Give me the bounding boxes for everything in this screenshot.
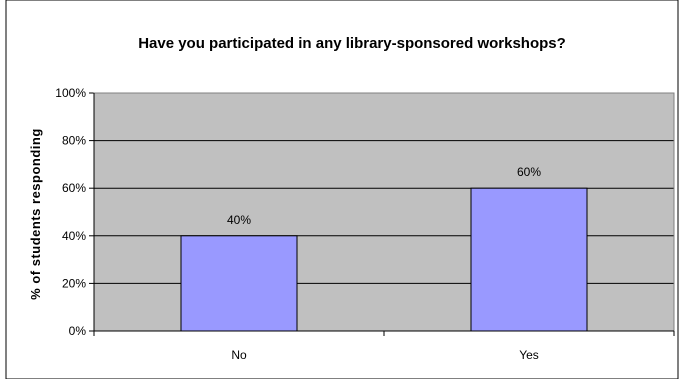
y-tick-label: 60%: [62, 181, 86, 195]
y-tick-label: 40%: [62, 229, 86, 243]
chart-title: Have you participated in any library-spo…: [138, 35, 566, 52]
x-tick-label: Yes: [519, 348, 539, 362]
y-tick-label: 0%: [69, 324, 87, 338]
y-tick-label: 100%: [55, 86, 86, 100]
y-tick-label: 80%: [62, 134, 86, 148]
data-label: 60%: [517, 165, 541, 179]
bar-yes: [470, 187, 588, 332]
bar-no: [180, 235, 298, 332]
x-tick-label: No: [231, 348, 247, 362]
axes: [89, 92, 675, 336]
y-tick-label: 20%: [62, 276, 86, 290]
labels: 0% 20% 40% 60% 80% 100% 40% No 60% Yes: [55, 86, 541, 362]
data-label: 40%: [227, 213, 251, 227]
y-axis-label: % of students responding: [28, 128, 43, 300]
bars: [180, 187, 588, 332]
